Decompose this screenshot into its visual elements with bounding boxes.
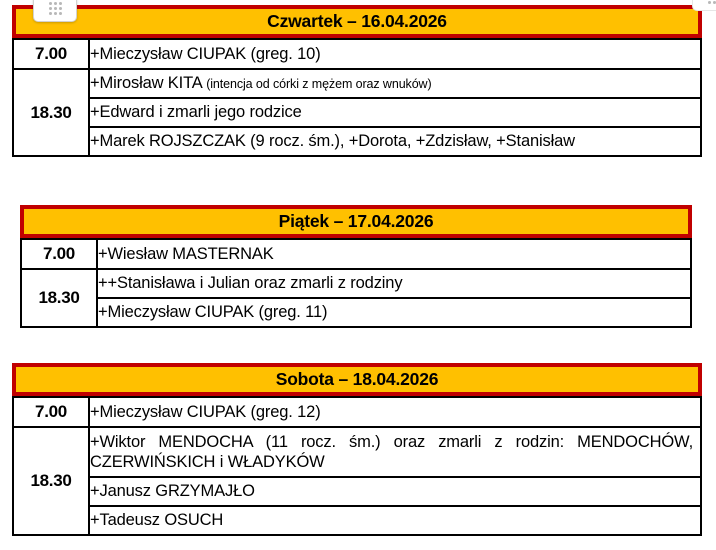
day-header-czwartek: Czwartek – 16.04.2026	[12, 5, 702, 38]
intention-text: +Wiktor MENDOCHA (11 rocz. śm.) oraz zma…	[90, 432, 693, 471]
schedule-table-piatek: Piątek – 17.04.2026 7.00 +Wiesław MASTER…	[20, 205, 692, 328]
schedule-table-sobota: Sobota – 18.04.2026 7.00 +Mieczysław CIU…	[12, 363, 702, 536]
intention-note: (intencja od córki z mężem oraz wnuków)	[206, 77, 432, 92]
time-cell: 7.00	[12, 396, 90, 428]
time-cell: 7.00	[12, 38, 90, 70]
intention-cell: +Mirosław KITA (intencja od córki z męże…	[88, 68, 702, 99]
table-row: 7.00 +Mieczysław CIUPAK (greg. 10)	[12, 38, 702, 70]
table-row: 7.00 +Mieczysław CIUPAK (greg. 12)	[12, 396, 702, 428]
intention-cell: +Wiktor MENDOCHA (11 rocz. śm.) oraz zma…	[88, 426, 702, 478]
intention-cell: +Marek ROJSZCZAK (9 rocz. śm.), +Dorota,…	[88, 126, 702, 157]
intention-text: +Marek ROJSZCZAK (9 rocz. śm.), +Dorota,…	[90, 132, 575, 151]
intention-text: +Mieczysław CIUPAK (greg. 10)	[90, 44, 321, 63]
table-move-handle-icon[interactable]	[33, 0, 77, 22]
intention-cell: ++Stanisława i Julian oraz zmarli z rodz…	[96, 268, 692, 299]
table-row: 18.30 +Wiktor MENDOCHA (11 rocz. śm.) or…	[12, 426, 702, 536]
intention-cell: +Mieczysław CIUPAK (greg. 11)	[96, 297, 692, 328]
table-row: 7.00 +Wiesław MASTERNAK	[20, 238, 692, 270]
intention-cell: +Tadeusz OSUCH	[88, 505, 702, 536]
time-cell: 7.00	[20, 238, 98, 270]
intention-text: +Tadeusz OSUCH	[90, 511, 224, 530]
table-row: +Mieczysław CIUPAK (greg. 11)	[21, 297, 692, 328]
table-row: +Janusz GRZYMAJŁO	[13, 476, 702, 507]
intention-text: ++Stanisława i Julian oraz zmarli z rodz…	[98, 274, 403, 293]
day-header-sobota: Sobota – 18.04.2026	[12, 363, 702, 396]
table-move-handle-secondary-icon[interactable]	[692, 0, 716, 11]
intention-cell: +Edward i zmarli jego rodzice	[88, 97, 702, 128]
time-cell: 18.30	[12, 68, 90, 157]
grip-dots-icon	[48, 2, 62, 15]
table-row: +Edward i zmarli jego rodzice	[13, 97, 702, 128]
table-row: 18.30 ++Stanisława i Julian oraz zmarli …	[20, 268, 692, 328]
table-row: 18.30 +Mirosław KITA (intencja od córki …	[12, 68, 702, 157]
time-cell: 18.30	[20, 268, 98, 328]
intention-cell: +Mieczysław CIUPAK (greg. 12)	[88, 396, 702, 428]
day-header-piatek: Piątek – 17.04.2026	[20, 205, 692, 238]
grip-dots-icon	[707, 0, 716, 4]
table-row: +Marek ROJSZCZAK (9 rocz. śm.), +Dorota,…	[13, 126, 702, 157]
intention-cell: +Mieczysław CIUPAK (greg. 10)	[88, 38, 702, 70]
intentions-grid-czwartek: 7.00 +Mieczysław CIUPAK (greg. 10) 18.30…	[12, 38, 702, 157]
intention-text: +Wiesław MASTERNAK	[98, 244, 274, 263]
intention-cell: +Janusz GRZYMAJŁO	[88, 476, 702, 507]
time-cell: 18.30	[12, 426, 90, 536]
schedule-table-czwartek: Czwartek – 16.04.2026 7.00 +Mieczysław C…	[12, 5, 702, 157]
intention-text: +Edward i zmarli jego rodzice	[90, 103, 302, 122]
intentions-grid-sobota: 7.00 +Mieczysław CIUPAK (greg. 12) 18.30…	[12, 396, 702, 536]
intention-text: +Mieczysław CIUPAK (greg. 11)	[98, 303, 328, 322]
table-row: +Tadeusz OSUCH	[13, 505, 702, 536]
intention-text: +Mirosław KITA	[90, 74, 207, 93]
intention-text: +Mieczysław CIUPAK (greg. 12)	[90, 402, 321, 421]
intention-text: +Janusz GRZYMAJŁO	[90, 482, 255, 501]
intentions-grid-piatek: 7.00 +Wiesław MASTERNAK 18.30 ++Stanisła…	[20, 238, 692, 328]
intention-cell: +Wiesław MASTERNAK	[96, 238, 692, 270]
